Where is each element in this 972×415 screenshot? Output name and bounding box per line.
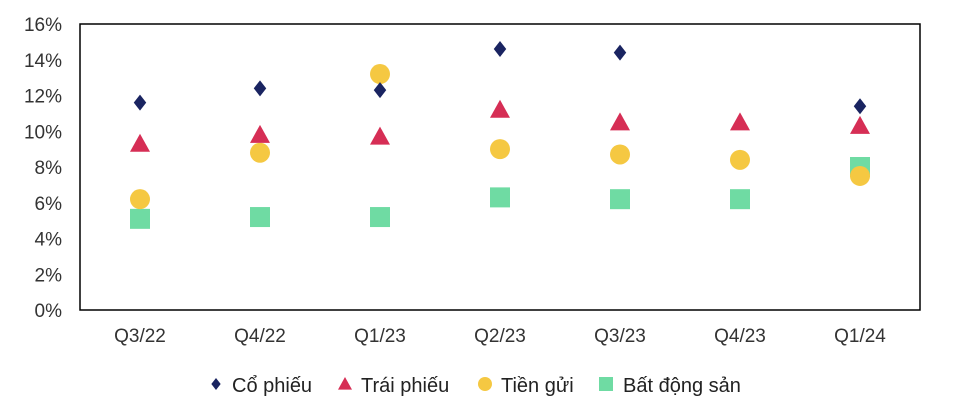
data-point-circle xyxy=(250,142,270,163)
data-point-triangle xyxy=(730,112,750,131)
data-point-square xyxy=(370,207,390,228)
data-point-square xyxy=(610,189,630,210)
data-point-diamond xyxy=(493,41,507,58)
data-point-circle xyxy=(850,165,870,186)
data-point-triangle xyxy=(610,112,630,131)
y-tick-label: 10% xyxy=(24,122,62,143)
data-point-circle xyxy=(370,64,390,85)
x-tick-label: Q4/22 xyxy=(234,326,286,347)
data-point-circle xyxy=(610,144,630,165)
legend-marker-triangle xyxy=(338,377,352,390)
data-points xyxy=(130,41,870,229)
x-tick-label: Q2/23 xyxy=(474,326,526,347)
data-point-triangle xyxy=(850,115,870,134)
x-tick-label: Q1/23 xyxy=(354,326,406,347)
data-point-square xyxy=(730,189,750,210)
x-axis-ticks: Q3/22 Q4/22 Q1/23 Q2/23 Q3/23 Q4/23 Q1/24 xyxy=(114,326,886,347)
data-point-circle xyxy=(490,139,510,160)
y-tick-label: 0% xyxy=(35,301,63,322)
data-point-circle xyxy=(130,189,150,210)
legend: Cổ phiếu Trái phiếu Tiền gửi Bất động sản xyxy=(211,375,741,397)
x-tick-label: Q1/24 xyxy=(834,326,886,347)
y-axis-ticks: 0% 2% 4% 6% 8% 10% 12% 14% 16% xyxy=(24,15,62,322)
y-tick-label: 16% xyxy=(24,15,62,36)
data-point-square xyxy=(490,187,510,208)
legend-label: Trái phiếu xyxy=(361,375,449,397)
data-point-square xyxy=(250,207,270,228)
data-point-diamond xyxy=(133,94,147,111)
legend-marker-diamond xyxy=(211,378,221,390)
data-point-triangle xyxy=(250,124,270,143)
x-tick-label: Q3/23 xyxy=(594,326,646,347)
legend-label: Tiền gửi xyxy=(501,375,574,397)
data-point-diamond xyxy=(373,82,387,99)
y-tick-label: 4% xyxy=(35,230,63,251)
data-point-triangle xyxy=(490,99,510,118)
data-point-diamond xyxy=(253,80,267,97)
data-point-diamond xyxy=(613,44,627,61)
data-point-triangle xyxy=(130,133,150,152)
y-tick-label: 6% xyxy=(35,194,63,215)
legend-marker-circle xyxy=(478,377,492,391)
data-point-diamond xyxy=(853,98,867,115)
legend-label: Bất động sản xyxy=(623,375,741,397)
y-tick-label: 14% xyxy=(24,51,62,72)
plot-area xyxy=(79,23,921,311)
data-point-triangle xyxy=(370,126,390,145)
data-point-square xyxy=(130,208,150,229)
x-tick-label: Q3/22 xyxy=(114,326,166,347)
legend-marker-square xyxy=(599,377,613,391)
y-tick-label: 2% xyxy=(35,265,63,286)
y-tick-label: 12% xyxy=(24,87,62,108)
x-tick-label: Q4/23 xyxy=(714,326,766,347)
data-point-circle xyxy=(730,149,750,170)
y-tick-label: 8% xyxy=(35,158,63,179)
legend-label: Cổ phiếu xyxy=(232,375,312,397)
